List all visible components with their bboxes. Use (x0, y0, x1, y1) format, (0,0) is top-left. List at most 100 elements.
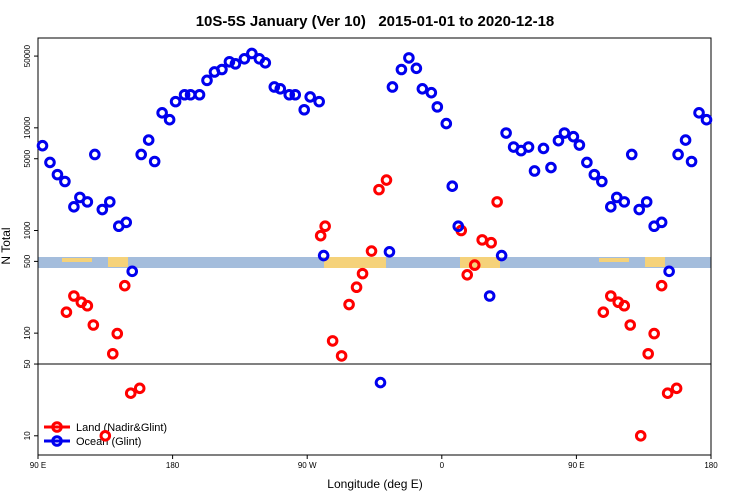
data-point (373, 183, 385, 196)
data-point (142, 134, 155, 146)
data-point (648, 327, 660, 340)
data-point (383, 245, 396, 258)
data-point (106, 347, 119, 360)
data-point (96, 203, 109, 216)
data-point (319, 220, 331, 233)
data-point (356, 267, 369, 280)
data-point (36, 139, 49, 152)
y-tick-label: 50 (23, 359, 32, 368)
data-point (223, 55, 236, 68)
data-point (655, 279, 668, 292)
land-patch (108, 257, 128, 267)
data-point (386, 81, 399, 93)
data-point (670, 382, 683, 395)
data-point (87, 319, 100, 331)
data-point (268, 81, 281, 93)
data-point (440, 117, 453, 130)
legend-label: Land (Nadir&Glint) (76, 422, 167, 434)
data-point (679, 134, 692, 146)
data-point (558, 127, 571, 139)
data-point (468, 259, 481, 271)
data-point (169, 95, 182, 108)
data-point (81, 299, 94, 312)
data-point (120, 216, 133, 229)
data-point (374, 376, 387, 389)
data-point (314, 229, 327, 242)
data-point (365, 245, 378, 257)
data-point (495, 249, 508, 262)
data-point (44, 156, 56, 169)
data-point (552, 134, 565, 147)
data-point (491, 196, 503, 208)
data-point (229, 58, 242, 70)
land-patch (599, 258, 629, 262)
data-point (178, 88, 191, 101)
data-point (326, 335, 339, 347)
data-point (246, 47, 258, 60)
data-point (485, 236, 497, 249)
data-point (618, 196, 631, 208)
data-point (133, 382, 146, 395)
data-point (59, 175, 71, 188)
y-tick-label: 50000 (23, 44, 32, 67)
data-point (118, 279, 131, 292)
x-tick-label: 90 E (568, 461, 584, 470)
land-patch (324, 257, 386, 268)
data-point (545, 161, 557, 174)
data-point (135, 148, 147, 161)
data-point (596, 175, 608, 188)
data-point (685, 155, 698, 168)
data-point (461, 269, 474, 281)
x-tick-label: 0 (440, 461, 445, 470)
data-point (81, 196, 94, 208)
data-point (528, 165, 541, 177)
land-patch (460, 257, 500, 268)
data-point (483, 290, 496, 302)
data-point (500, 127, 512, 139)
data-point (633, 203, 646, 216)
data-point (126, 265, 139, 278)
data-point (640, 196, 653, 208)
data-point (567, 130, 580, 143)
data-point (335, 350, 348, 362)
land-patch (62, 258, 92, 262)
x-tick-label: 90 E (30, 461, 46, 470)
data-point (624, 319, 637, 331)
data-point (156, 107, 168, 119)
data-point (403, 52, 415, 64)
data-point (588, 168, 601, 181)
x-tick-label: 90 W (298, 461, 317, 470)
data-point (452, 220, 465, 233)
data-point (380, 174, 393, 186)
y-tick-label: 10 (23, 431, 32, 440)
plot-frame (37, 37, 712, 456)
data-point (103, 196, 116, 208)
data-point (634, 429, 647, 442)
legend-marker (51, 435, 63, 447)
y-tick-label: 1000 (23, 221, 32, 239)
data-point (51, 168, 64, 181)
data-point (604, 290, 617, 302)
data-point (522, 141, 535, 153)
data-point (148, 155, 161, 168)
data-point (625, 148, 638, 161)
data-point (111, 327, 124, 340)
data-point (298, 103, 311, 116)
data-point (597, 306, 610, 318)
data-point (60, 306, 73, 318)
map-strip (38, 257, 711, 268)
chart-title: 10S-5S January (Ver 10) 2015-01-01 to 20… (196, 13, 555, 30)
x-tick-label: 180 (166, 461, 180, 470)
y-axis-label: N Total (0, 227, 13, 264)
data-point (573, 139, 586, 151)
data-point (274, 82, 287, 95)
data-point (693, 107, 705, 119)
y-tick-label: 500 (23, 254, 32, 268)
data-point (317, 249, 330, 262)
data-point (416, 82, 429, 95)
data-point (655, 216, 668, 229)
data-point (672, 148, 684, 161)
y-tick-label: 5000 (23, 149, 32, 167)
data-point (99, 429, 112, 442)
